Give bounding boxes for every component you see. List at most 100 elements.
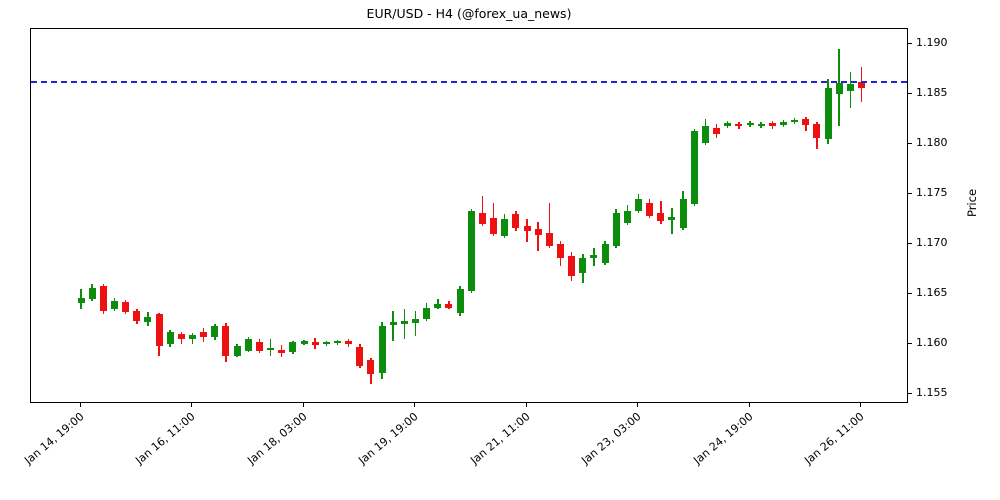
candle-body-down bbox=[345, 341, 353, 344]
candle-body-down bbox=[177, 334, 185, 339]
candle-body-up bbox=[211, 326, 219, 337]
candle-body-up bbox=[322, 342, 330, 344]
candle-wick bbox=[481, 196, 484, 226]
candle-body-up bbox=[378, 326, 386, 373]
price-tick-label: 1.185 bbox=[916, 86, 948, 99]
time-tick-label: Jan 24, 19:00 bbox=[690, 410, 756, 467]
candle-body-down bbox=[802, 119, 810, 125]
candle-wick bbox=[537, 222, 539, 251]
candle-body-up bbox=[88, 288, 96, 299]
candle-body-down bbox=[556, 244, 564, 258]
candle-body-up bbox=[166, 332, 174, 344]
time-tick-mark bbox=[748, 403, 750, 407]
candle-body-up bbox=[77, 298, 85, 303]
time-tick-mark bbox=[637, 403, 638, 407]
candle-wick bbox=[414, 311, 417, 336]
price-tick-label: 1.170 bbox=[916, 236, 948, 249]
candle-body-up bbox=[846, 84, 854, 91]
price-tick-mark bbox=[908, 192, 912, 194]
price-tick-mark bbox=[908, 142, 912, 144]
candle-body-down bbox=[222, 326, 230, 356]
candle-body-down bbox=[768, 123, 776, 126]
candle-body-up bbox=[724, 123, 732, 126]
candle-body-up bbox=[757, 124, 765, 126]
candle-body-down bbox=[545, 233, 553, 246]
price-tick-label: 1.175 bbox=[916, 186, 948, 199]
candle-body-up bbox=[601, 244, 609, 263]
candle-body-down bbox=[311, 342, 319, 345]
candle-body-down bbox=[713, 128, 721, 134]
time-tick-label: Jan 16, 11:00 bbox=[133, 410, 198, 467]
candle-body-down bbox=[568, 256, 576, 276]
price-tick-mark bbox=[908, 392, 912, 394]
candle-body-down bbox=[445, 304, 453, 308]
time-tick-label: Jan 18, 03:00 bbox=[244, 410, 310, 467]
price-tick-label: 1.155 bbox=[916, 386, 948, 399]
candle-body-up bbox=[579, 258, 587, 273]
price-tick-label: 1.160 bbox=[916, 336, 948, 349]
plot-area bbox=[30, 28, 908, 403]
time-tick-mark bbox=[860, 403, 861, 407]
candle-body-down bbox=[523, 226, 531, 231]
price-tick-mark bbox=[908, 42, 912, 44]
candle-body-down bbox=[657, 213, 665, 221]
candle-body-down bbox=[478, 213, 486, 224]
candle-body-up bbox=[635, 199, 642, 211]
candle-body-down bbox=[99, 286, 107, 311]
candle-body-up bbox=[189, 335, 196, 339]
price-tick-mark bbox=[908, 342, 912, 344]
price-tick-mark bbox=[908, 292, 912, 294]
candle-body-down bbox=[356, 347, 364, 366]
candle-body-up bbox=[612, 213, 620, 246]
candle-body-up bbox=[835, 83, 843, 94]
candle-body-up bbox=[244, 339, 252, 351]
candle-body-up bbox=[289, 342, 297, 352]
candle-body-up bbox=[690, 131, 698, 204]
price-tick-label: 1.165 bbox=[916, 286, 948, 299]
time-tick-label: Jan 23, 03:00 bbox=[579, 410, 644, 467]
candle-body-up bbox=[389, 322, 397, 325]
time-tick-label: Jan 21, 11:00 bbox=[467, 410, 533, 467]
candle-body-up bbox=[423, 308, 431, 319]
candle-body-down bbox=[255, 342, 263, 351]
candle-wick bbox=[403, 309, 406, 339]
time-tick-mark bbox=[79, 403, 81, 407]
candle-body-down bbox=[133, 311, 141, 321]
time-tick-mark bbox=[191, 403, 192, 407]
price-tick-mark bbox=[908, 92, 912, 94]
price-axis-label: Price bbox=[965, 188, 979, 218]
candle-body-down bbox=[122, 302, 130, 312]
candle-wick bbox=[671, 208, 673, 234]
candle-body-up bbox=[110, 301, 118, 309]
price-tick-mark bbox=[908, 242, 912, 244]
time-tick-mark bbox=[302, 403, 304, 407]
candle-wick bbox=[660, 201, 662, 224]
candle-body-up bbox=[333, 341, 341, 343]
reference-price-line bbox=[31, 81, 907, 83]
candle-body-down bbox=[200, 332, 208, 337]
candle-body-up bbox=[701, 126, 709, 143]
price-tick-label: 1.190 bbox=[916, 36, 948, 49]
time-tick-mark bbox=[414, 403, 415, 407]
candle-body-down bbox=[813, 124, 821, 138]
candle-body-down bbox=[155, 314, 163, 346]
candle-body-down bbox=[858, 82, 865, 88]
time-tick-label: Jan 14, 19:00 bbox=[21, 410, 87, 467]
candle-body-down bbox=[490, 218, 498, 234]
time-tick-mark bbox=[525, 403, 527, 407]
candle-body-down bbox=[646, 203, 654, 216]
candle-body-down bbox=[735, 124, 743, 126]
candle-body-up bbox=[501, 219, 509, 236]
time-tick-label: Jan 19, 19:00 bbox=[356, 410, 421, 467]
candle-body-up bbox=[233, 346, 241, 356]
chart-title: EUR/USD - H4 (@forex_ua_news) bbox=[366, 6, 572, 21]
candle-body-up bbox=[779, 122, 787, 125]
candle-body-up bbox=[467, 211, 475, 291]
candle-body-up bbox=[746, 123, 754, 125]
candle-body-up bbox=[300, 341, 308, 344]
candle-body-up bbox=[400, 321, 408, 324]
candle-body-down bbox=[512, 214, 520, 228]
candle-body-up bbox=[668, 217, 676, 220]
price-tick-label: 1.180 bbox=[916, 136, 948, 149]
